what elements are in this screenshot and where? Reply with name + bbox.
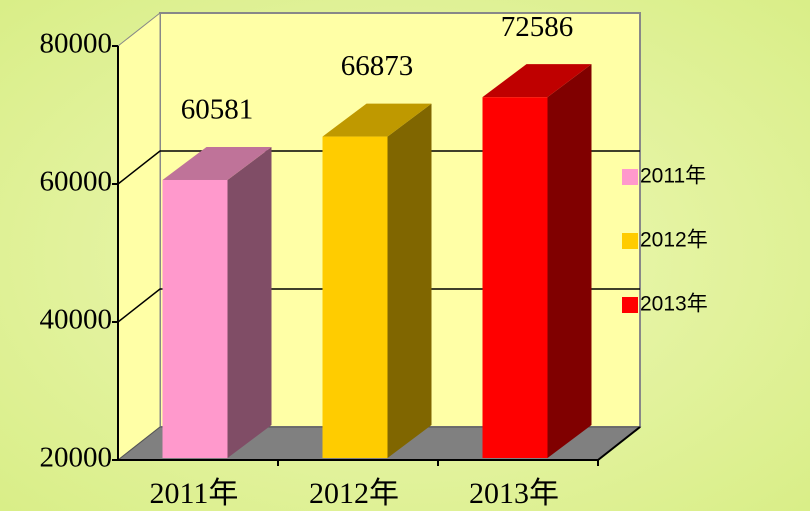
legend-swatch <box>622 169 638 185</box>
legend-label: 2011年 <box>640 165 706 188</box>
bar-top <box>322 103 432 137</box>
bar-side <box>547 64 592 458</box>
value-label: 72586 <box>501 11 574 43</box>
bar <box>322 136 388 458</box>
bar-side <box>387 103 432 459</box>
y-tick-label: 60000 <box>40 166 113 198</box>
legend-swatch <box>622 297 638 313</box>
y-tick-label: 20000 <box>40 442 113 474</box>
x-tick-label: 2012年 <box>309 477 399 510</box>
bar-top <box>162 146 272 180</box>
bar-top <box>482 64 592 98</box>
value-label: 66873 <box>341 50 414 82</box>
legend-label: 2013年 <box>640 293 708 316</box>
x-tick-label: 2013年 <box>469 477 559 510</box>
side-wall <box>117 11 161 462</box>
y-tick-label: 40000 <box>40 304 113 336</box>
grid-line <box>117 288 640 323</box>
legend-label: 2012年 <box>640 229 708 252</box>
legend-swatch <box>622 233 638 249</box>
y-tick-label: 80000 <box>40 28 113 60</box>
bar <box>482 97 548 458</box>
x-tick-label: 2011年 <box>150 477 239 510</box>
grid-line <box>117 150 640 185</box>
bar-side <box>227 146 272 459</box>
bar <box>162 179 228 459</box>
value-label: 60581 <box>181 94 254 126</box>
